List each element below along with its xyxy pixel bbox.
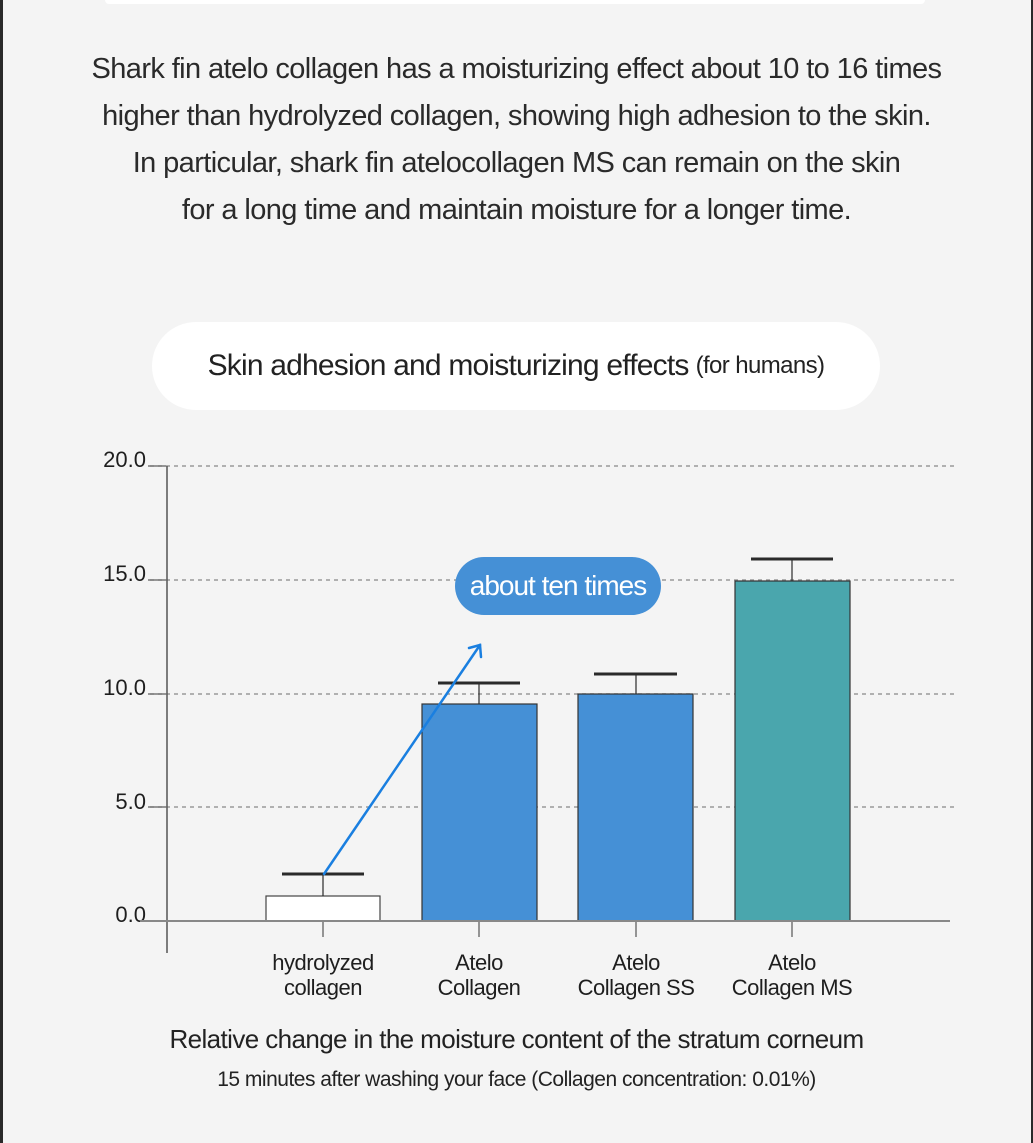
x-label-atelo-collagen-ms: Atelo Collagen MS — [707, 950, 877, 1000]
y-tick-label: 15.0 — [103, 561, 146, 586]
x-label-line: hydrolyzed — [272, 950, 374, 975]
intro-line: for a long time and maintain moisture fo… — [181, 194, 852, 226]
right-border — [1031, 0, 1033, 1143]
intro-text: Shark fin atelo collagen has a moisturiz… — [0, 46, 1033, 234]
caption-main: Relative change in the moisture content … — [169, 1024, 864, 1054]
bar-atelo-collagen-ss — [577, 693, 694, 922]
annotation-badge: about ten times — [455, 557, 661, 615]
x-label-line: Collagen — [437, 975, 521, 1000]
annotation-arrow-icon — [322, 643, 483, 876]
x-label-atelo-collagen: Atelo Collagen — [394, 950, 564, 1000]
bar-atelo-collagen — [421, 703, 538, 922]
x-label-line: Collagen SS — [577, 975, 695, 1000]
y-tick-label: 10.0 — [103, 675, 146, 700]
caption-footnote: 15 minutes after washing your face (Coll… — [217, 1068, 816, 1091]
intro-line: In particular, shark fin atelocollagen M… — [132, 147, 901, 179]
x-label-hydrolyzed-collagen: hydrolyzed collagen — [238, 950, 408, 1000]
bar-atelo-collagen-ms — [734, 580, 851, 922]
y-tick-label: 5.0 — [115, 789, 146, 814]
bar-hydrolyzed-collagen — [265, 895, 381, 922]
x-label-line: Atelo — [612, 950, 660, 975]
intro-line: higher than hydrolyzed collagen, showing… — [102, 100, 931, 132]
intro-line: Shark fin atelo collagen has a moisturiz… — [91, 53, 943, 85]
error-bars — [282, 557, 833, 896]
chart-title-sub: (for humans) — [695, 352, 825, 379]
x-label-line: Atelo — [455, 950, 503, 975]
x-label-line: Atelo — [768, 950, 816, 975]
y-tick-label: 20.0 — [103, 447, 146, 472]
chart-title: Skin adhesion and moisturizing effects (… — [152, 322, 880, 410]
top-strip — [105, 0, 925, 4]
left-border — [0, 0, 3, 1143]
x-label-line: Collagen MS — [731, 975, 853, 1000]
x-label-atelo-collagen-ss: Atelo Collagen SS — [551, 950, 721, 1000]
y-tick-label: 0.0 — [115, 902, 146, 927]
chart-title-main: Skin adhesion and moisturizing effects — [207, 349, 690, 382]
x-label-line: collagen — [284, 975, 362, 1000]
